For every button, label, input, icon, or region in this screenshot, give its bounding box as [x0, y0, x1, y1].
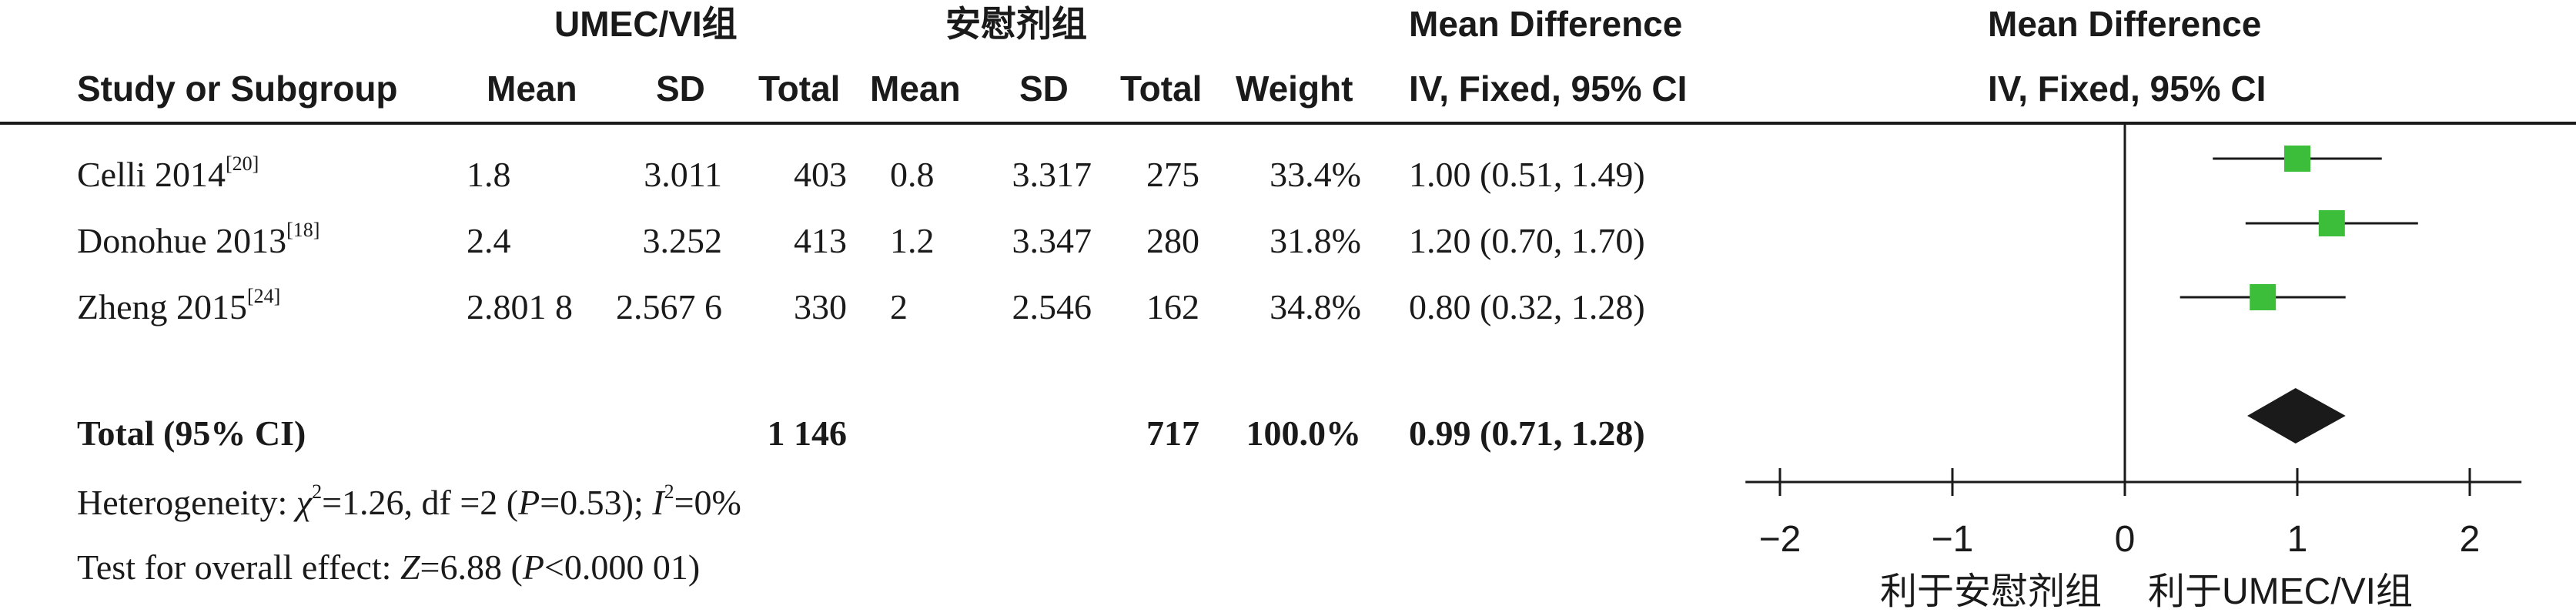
sd2-col-header: SD — [1019, 69, 1069, 109]
heterogeneity-note: Heterogeneity: χ2=1.26, df =2 (P=0.53); … — [77, 480, 741, 522]
total2-cell: 275 — [1146, 155, 1199, 194]
mean1-cell: 2.4 — [467, 221, 511, 260]
sd2-cell: 3.317 — [1012, 155, 1092, 194]
total2-sum: 717 — [1146, 413, 1199, 453]
mean2-cell: 0.8 — [890, 155, 935, 194]
study-effect-square — [2284, 146, 2310, 172]
weight-cell: 31.8% — [1270, 221, 1361, 260]
favours-left-label: 利于安慰剂组 — [1880, 571, 2102, 612]
study-col-header: Study or Subgroup — [77, 69, 398, 109]
x-tick-label: 2 — [2460, 519, 2481, 560]
total2-cell: 162 — [1146, 287, 1199, 326]
total1-col-header: Total — [758, 69, 841, 109]
mean2-cell: 2 — [890, 287, 908, 326]
header-rule — [0, 122, 2576, 125]
overall-effect-note: Test for overall effect: Z=6.88 (P<0.000… — [77, 547, 701, 587]
total-ci: 0.99 (0.71, 1.28) — [1409, 413, 1645, 453]
mean1-col-header: Mean — [487, 69, 577, 109]
md-col-header-1: Mean Difference — [1409, 4, 1683, 44]
weight-cell: 34.8% — [1270, 287, 1361, 326]
ci-cell: 1.20 (0.70, 1.70) — [1409, 221, 1645, 260]
x-tick-label: 0 — [2115, 519, 2136, 560]
total1-sum: 1 146 — [767, 413, 848, 453]
x-tick-label: −2 — [1759, 519, 1802, 560]
x-tick-label: −1 — [1932, 519, 1974, 560]
sd1-cell: 3.252 — [642, 221, 723, 260]
study-name: Zheng 2015[24] — [77, 285, 281, 326]
weight-cell: 33.4% — [1270, 155, 1361, 194]
study-effect-square — [2250, 284, 2277, 310]
total2-col-header: Total — [1120, 69, 1203, 109]
total1-cell: 413 — [794, 221, 847, 260]
pooled-effect-diamond — [2247, 388, 2346, 444]
sd1-cell: 3.011 — [644, 155, 722, 194]
ci-cell: 1.00 (0.51, 1.49) — [1409, 155, 1645, 194]
sd1-col-header: SD — [656, 69, 705, 109]
group1-header: UMEC/VI组 — [554, 4, 738, 44]
plot-col-header-2: IV, Fixed, 95% CI — [1988, 69, 2267, 109]
study-effect-square — [2318, 210, 2345, 236]
mean2-cell: 1.2 — [890, 221, 935, 260]
group2-header: 安慰剂组 — [945, 4, 1087, 44]
total1-cell: 403 — [794, 155, 847, 194]
md-col-header-2: IV, Fixed, 95% CI — [1409, 69, 1688, 109]
total2-cell: 280 — [1146, 221, 1199, 260]
sd2-cell: 3.347 — [1012, 221, 1092, 260]
mean2-col-header: Mean — [870, 69, 961, 109]
mean1-cell: 1.8 — [467, 155, 511, 194]
study-name: Celli 2014[20] — [77, 152, 259, 194]
weight-col-header: Weight — [1236, 69, 1353, 109]
ci-cell: 0.80 (0.32, 1.28) — [1409, 287, 1645, 326]
sd2-cell: 2.546 — [1012, 287, 1092, 326]
plot-col-header-1: Mean Difference — [1988, 4, 2262, 44]
sd1-cell: 2.567 6 — [616, 287, 722, 326]
study-name: Donohue 2013[18] — [77, 219, 320, 260]
total-label: Total (95% CI) — [77, 413, 306, 453]
mean1-cell: 2.801 8 — [467, 287, 573, 326]
x-tick-label: 1 — [2287, 519, 2308, 560]
total1-cell: 330 — [794, 287, 847, 326]
total-weight: 100.0% — [1246, 413, 1362, 453]
favours-right-label: 利于UMEC/VI组 — [2148, 571, 2413, 612]
